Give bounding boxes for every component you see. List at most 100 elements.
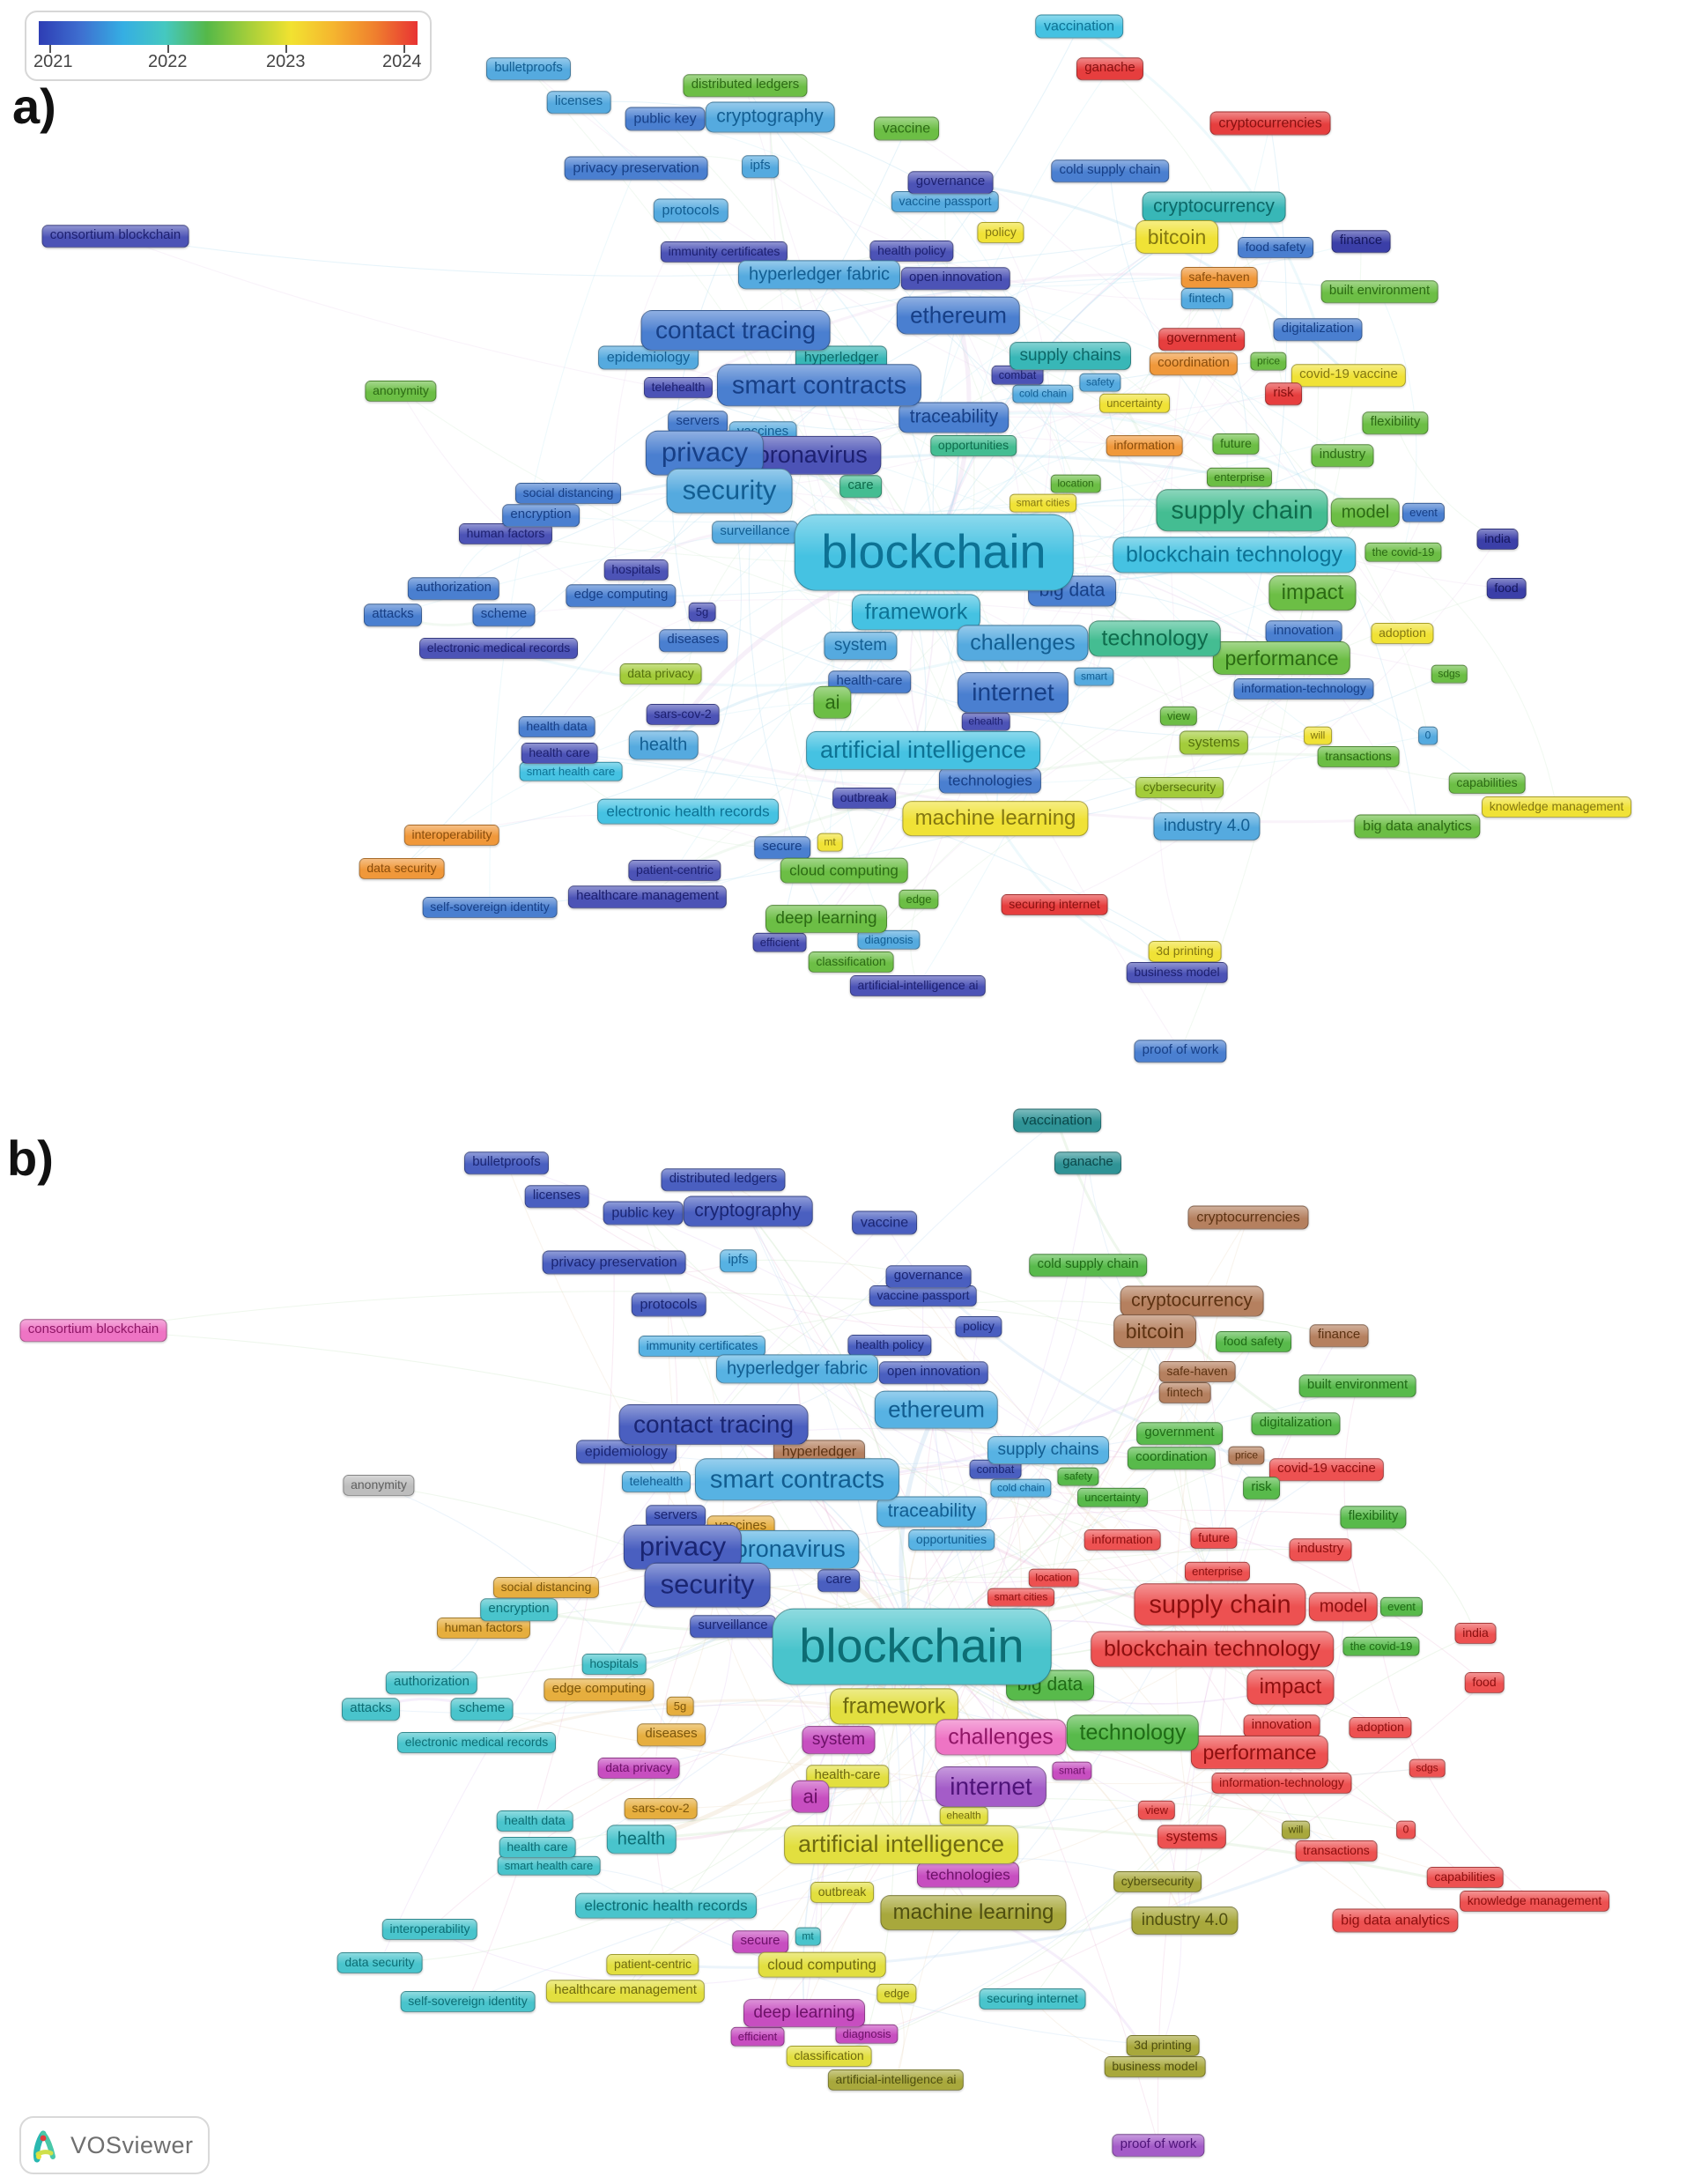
keyword-node[interactable]: social distancing xyxy=(492,1577,600,1598)
keyword-node[interactable]: combat xyxy=(969,1459,1022,1480)
keyword-node[interactable]: licenses xyxy=(546,91,611,114)
keyword-node[interactable]: adoption xyxy=(1349,1717,1412,1738)
keyword-node[interactable]: encryption xyxy=(480,1598,558,1621)
keyword-node[interactable]: healthcare management xyxy=(545,1980,706,2003)
keyword-node[interactable]: 0 xyxy=(1396,1820,1416,1840)
keyword-node[interactable]: will xyxy=(1304,726,1332,745)
keyword-node[interactable]: risk xyxy=(1243,1477,1280,1499)
keyword-node[interactable]: information-technology xyxy=(1211,1773,1352,1794)
keyword-node[interactable]: protocols xyxy=(653,198,728,223)
keyword-node[interactable]: electronic medical records xyxy=(419,638,578,659)
keyword-node[interactable]: business model xyxy=(1126,962,1228,983)
keyword-node[interactable]: edge computing xyxy=(544,1678,655,1701)
keyword-node[interactable]: cryptocurrency xyxy=(1142,191,1286,223)
keyword-node[interactable]: sars-cov-2 xyxy=(624,1798,698,1819)
keyword-node[interactable]: big data analytics xyxy=(1354,814,1481,839)
keyword-node[interactable]: traceability xyxy=(876,1496,987,1528)
keyword-node[interactable]: open innovation xyxy=(900,267,1011,290)
keyword-node[interactable]: india xyxy=(1454,1623,1497,1644)
keyword-node[interactable]: safety xyxy=(1057,1467,1099,1486)
keyword-node[interactable]: future xyxy=(1190,1528,1238,1549)
keyword-node[interactable]: health policy xyxy=(847,1335,932,1356)
keyword-node[interactable]: flexibility xyxy=(1362,411,1429,434)
keyword-node[interactable]: open innovation xyxy=(878,1361,989,1384)
keyword-node[interactable]: cybersecurity xyxy=(1135,777,1224,798)
keyword-node[interactable]: safe-haven xyxy=(1158,1361,1236,1382)
keyword-node[interactable]: patient-centric xyxy=(628,860,721,881)
keyword-node[interactable]: model xyxy=(1330,498,1401,528)
keyword-node[interactable]: location xyxy=(1028,1568,1079,1588)
keyword-node[interactable]: distributed ledgers xyxy=(661,1168,786,1191)
keyword-node[interactable]: licenses xyxy=(524,1185,589,1208)
keyword-node[interactable]: policy xyxy=(977,222,1024,243)
keyword-node[interactable]: knowledge management xyxy=(1482,796,1631,818)
keyword-node[interactable]: smart xyxy=(1052,1761,1092,1781)
keyword-node[interactable]: interoperability xyxy=(403,825,500,846)
keyword-node[interactable]: privacy xyxy=(645,430,765,476)
keyword-node[interactable]: performance xyxy=(1212,640,1351,676)
keyword-node[interactable]: transactions xyxy=(1295,1840,1378,1862)
keyword-node[interactable]: cold chain xyxy=(990,1478,1052,1498)
keyword-node[interactable]: enterprise xyxy=(1206,467,1273,488)
keyword-node[interactable]: supply chain xyxy=(1156,489,1328,531)
keyword-node[interactable]: view xyxy=(1159,706,1198,727)
keyword-node[interactable]: covid-19 vaccine xyxy=(1291,364,1407,387)
keyword-node[interactable]: machine learning xyxy=(902,801,1089,836)
keyword-node[interactable]: vaccine passport xyxy=(891,191,1000,212)
keyword-node[interactable]: performance xyxy=(1190,1735,1329,1770)
keyword-node[interactable]: public key xyxy=(625,107,706,131)
keyword-node[interactable]: artificial intelligence xyxy=(806,730,1040,771)
keyword-node[interactable]: diseases xyxy=(637,1723,706,1746)
keyword-node[interactable]: proof of work xyxy=(1134,1040,1227,1062)
keyword-node[interactable]: healthcare management xyxy=(567,885,728,908)
keyword-node[interactable]: governance xyxy=(885,1265,972,1288)
keyword-node[interactable]: electronic health records xyxy=(597,798,779,825)
keyword-node[interactable]: ai xyxy=(791,1780,830,1813)
keyword-node[interactable]: enterprise xyxy=(1184,1561,1251,1582)
keyword-node[interactable]: servers xyxy=(646,1505,706,1528)
keyword-node[interactable]: information xyxy=(1083,1529,1161,1551)
keyword-node[interactable]: health care xyxy=(521,743,598,764)
keyword-node[interactable]: proof of work xyxy=(1112,2134,1205,2157)
keyword-node[interactable]: ipfs xyxy=(742,155,779,178)
keyword-node[interactable]: self-sovereign identity xyxy=(400,1991,536,2012)
keyword-node[interactable]: data security xyxy=(337,1952,423,1973)
keyword-node[interactable]: framework xyxy=(829,1688,959,1725)
keyword-node[interactable]: systems xyxy=(1179,730,1249,755)
keyword-node[interactable]: knowledge management xyxy=(1460,1891,1609,1912)
keyword-node[interactable]: deep learning xyxy=(765,905,888,933)
keyword-node[interactable]: safe-haven xyxy=(1180,267,1258,288)
keyword-node[interactable]: sdgs xyxy=(1431,664,1468,684)
keyword-node[interactable]: consortium blockchain xyxy=(41,225,189,248)
keyword-node[interactable]: classification xyxy=(808,951,894,973)
keyword-node[interactable]: diagnosis xyxy=(857,929,921,951)
keyword-node[interactable]: health data xyxy=(518,716,595,737)
keyword-node[interactable]: ethereum xyxy=(874,1390,999,1429)
keyword-node[interactable]: self-sovereign identity xyxy=(422,897,558,918)
keyword-node[interactable]: food xyxy=(1464,1672,1505,1693)
keyword-node[interactable]: india xyxy=(1476,529,1519,550)
keyword-node[interactable]: impact xyxy=(1246,1669,1335,1705)
keyword-node[interactable]: securing internet xyxy=(979,1988,1086,2010)
keyword-node[interactable]: contact tracing xyxy=(640,310,831,351)
keyword-node[interactable]: price xyxy=(1250,352,1287,371)
keyword-node[interactable]: view xyxy=(1137,1800,1176,1821)
keyword-node[interactable]: coordination xyxy=(1127,1447,1217,1470)
keyword-node[interactable]: hyperledger fabric xyxy=(737,260,901,290)
keyword-node[interactable]: blockchain xyxy=(794,514,1074,591)
keyword-node[interactable]: flexibility xyxy=(1340,1506,1407,1529)
keyword-node[interactable]: 3d printing xyxy=(1148,941,1222,962)
keyword-node[interactable]: industry xyxy=(1289,1538,1352,1561)
keyword-node[interactable]: ehealth xyxy=(939,1806,988,1825)
keyword-node[interactable]: human factors xyxy=(436,1618,531,1639)
keyword-node[interactable]: data privacy xyxy=(619,663,702,685)
keyword-node[interactable]: capabilities xyxy=(1426,1867,1504,1888)
keyword-node[interactable]: electronic medical records xyxy=(397,1732,556,1753)
keyword-node[interactable]: ai xyxy=(813,685,852,719)
keyword-node[interactable]: cryptography xyxy=(683,1196,813,1227)
keyword-node[interactable]: authorization xyxy=(407,577,500,600)
keyword-node[interactable]: artificial intelligence xyxy=(784,1825,1018,1865)
keyword-node[interactable]: outbreak xyxy=(832,788,896,809)
keyword-node[interactable]: care xyxy=(817,1569,860,1592)
keyword-node[interactable]: smart cities xyxy=(1010,493,1076,513)
